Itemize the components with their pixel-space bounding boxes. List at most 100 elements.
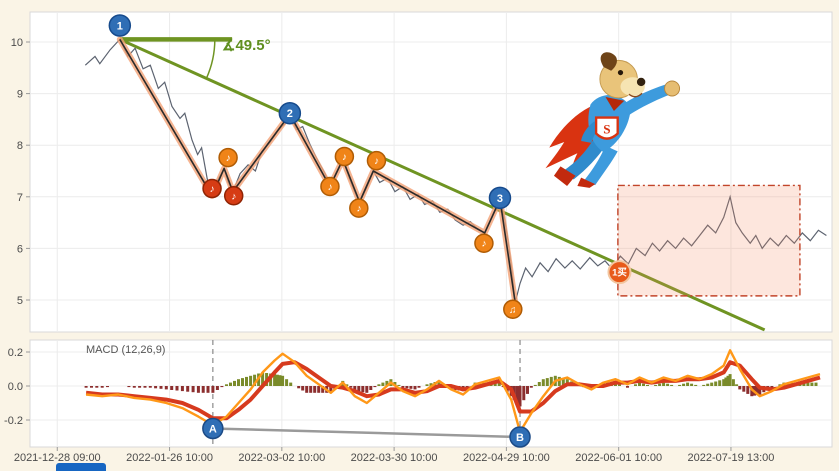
macd-histogram-bar [658, 383, 662, 386]
dog-chest-shield [594, 116, 619, 140]
macd-histogram-bar [211, 386, 215, 393]
macd-histogram-bar [127, 386, 131, 388]
macd-histogram-bar [237, 379, 240, 386]
melody-note-marker[interactable]: ♪ [202, 178, 222, 199]
macd-histogram-bar [802, 382, 806, 386]
descending-trendline[interactable] [119, 38, 766, 332]
macd-histogram-bar [545, 378, 549, 386]
macd-histogram-bar [497, 382, 501, 386]
wave-number-marker-1[interactable]: 1 [108, 14, 132, 37]
macd-histogram-bar [437, 380, 441, 386]
highlight-region-box[interactable] [617, 184, 801, 297]
svg-text:♪: ♪ [481, 239, 486, 250]
macd-panel [29, 339, 833, 448]
superhero-dog-svg: S [545, 52, 681, 188]
angle-arc [205, 39, 216, 79]
melody-note-marker[interactable]: ♪ [474, 233, 494, 253]
macd-histogram-bar [249, 375, 253, 386]
macd-histogram-bar [493, 382, 497, 386]
svg-text:♪: ♪ [374, 156, 379, 167]
svg-text:3: 3 [497, 193, 503, 205]
svg-text:2: 2 [287, 108, 293, 120]
svg-text:♪: ♪ [356, 204, 361, 215]
x-tick-label: 2022-06-01 10:00 [575, 452, 662, 464]
macd-histogram-bar [735, 384, 739, 386]
price-tick-label: 10 [11, 37, 23, 49]
bottom-bar-fragment[interactable] [56, 463, 106, 471]
svg-text:♪: ♪ [210, 184, 215, 195]
wave-number-marker-2[interactable]: 2 [278, 101, 302, 125]
svg-text:♪: ♪ [342, 152, 347, 163]
macd-histogram-bar [241, 378, 244, 386]
x-tick-label: 2022-03-02 10:00 [238, 452, 325, 464]
macd-histogram-bar [750, 386, 754, 397]
macd-histogram-bar [345, 384, 349, 386]
x-tick-label: 2022-03-30 10:00 [351, 452, 438, 464]
macd-histogram-bar [409, 386, 413, 389]
macd-histogram-bar [84, 386, 88, 388]
macd-histogram-bar [132, 386, 136, 388]
macd-histogram-bar [731, 379, 735, 386]
macd-histogram-bar [533, 384, 537, 386]
macd-histogram-bar [405, 386, 409, 389]
macd-histogram-bar [702, 384, 706, 386]
macd-histogram-bar [722, 379, 726, 386]
macd-histogram-bar [305, 386, 309, 393]
macd-histogram-bar [706, 383, 710, 386]
macd-histogram-bar [662, 382, 666, 386]
dog-leg-back [564, 138, 606, 180]
zigzag-line [119, 38, 516, 303]
svg-text:B: B [516, 432, 524, 444]
macd-histogram-bar [549, 376, 553, 386]
trendline-angle-label: ∡49.5° [222, 37, 271, 54]
macd-histogram-bar [666, 383, 670, 386]
melody-note-marker[interactable]: ♪ [218, 147, 238, 168]
macd-histogram-bar [309, 386, 313, 393]
macd-histogram-bar [397, 384, 401, 386]
macd-histogram-bar [100, 386, 104, 388]
macd-histogram-bar [278, 375, 282, 386]
melody-note-marker[interactable]: ♪ [223, 186, 244, 206]
macd-histogram-bar [229, 382, 232, 386]
macd-histogram-bar [90, 386, 93, 388]
macd-histogram-bar [377, 384, 381, 386]
dog-boot-back [553, 166, 576, 186]
macd-point-marker-b[interactable]: B [509, 426, 531, 448]
macd-histogram-bar [678, 384, 682, 386]
macd-histogram-bar [261, 372, 265, 386]
macd-histogram-bar [245, 376, 248, 386]
melody-note-marker[interactable]: ♪ [334, 146, 355, 167]
macd-histogram-bar [154, 386, 158, 389]
macd-histogram-bar [285, 379, 289, 386]
macd-histogram-bar [381, 382, 385, 386]
melody-note-marker[interactable]: ♪ [349, 198, 369, 218]
macd-histogram-bar [686, 382, 690, 386]
macd-histogram-bar [618, 384, 621, 386]
macd-histogram-bar [522, 386, 526, 401]
macd-histogram-bar [541, 379, 545, 386]
macd-point-marker-a[interactable]: A [202, 417, 224, 440]
macd-histogram-bar [755, 386, 759, 396]
melody-note-marker[interactable]: ♪ [320, 176, 340, 197]
buy-signal-marker[interactable]: 1买 [607, 260, 632, 285]
macd-histogram-bar [770, 386, 774, 388]
dog-fist [664, 80, 681, 97]
macd-histogram-bar [329, 386, 333, 393]
macd-histogram-bar [196, 386, 200, 393]
dog-boot-front [577, 177, 596, 188]
macd-histogram-bar [690, 383, 694, 386]
melody-note-marker[interactable]: ♫ [503, 299, 523, 320]
macd-histogram-bar [369, 386, 373, 390]
wave-number-marker-3[interactable]: 3 [488, 186, 512, 210]
macd-histogram-bar [518, 386, 522, 407]
dog-ear [600, 52, 617, 71]
macd-histogram-bar [738, 386, 742, 390]
macd-histogram-bar [638, 382, 641, 386]
price-tick-label: 7 [17, 192, 23, 204]
macd-histogram-bar [694, 384, 698, 386]
macd-histogram-bar [313, 386, 317, 393]
macd-histogram-bar [642, 383, 645, 386]
melody-note-marker[interactable]: ♪ [366, 150, 387, 171]
macd-histogram-bar [806, 382, 810, 386]
